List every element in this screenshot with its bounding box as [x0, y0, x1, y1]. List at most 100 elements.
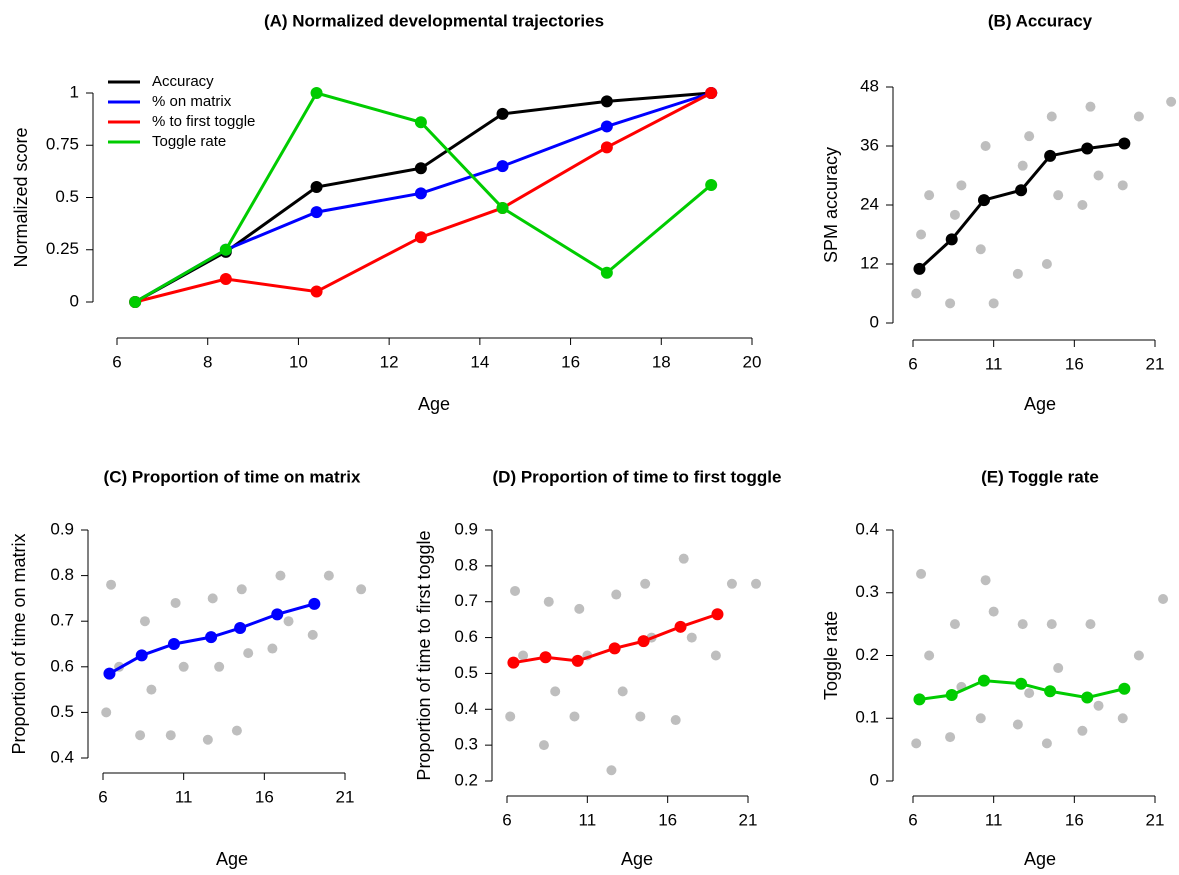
x-tick-label: 21	[1146, 810, 1165, 829]
y-tick-label: 1	[70, 82, 79, 101]
raw-point	[678, 553, 689, 564]
y-tick-label: 0.8	[454, 555, 478, 574]
series-point	[711, 608, 724, 621]
x-tick-label: 6	[112, 352, 121, 371]
raw-point	[569, 711, 580, 722]
series-point	[308, 597, 321, 610]
raw-point	[980, 575, 991, 586]
raw-point	[518, 650, 529, 661]
series-point	[600, 95, 613, 108]
series-point	[310, 206, 323, 219]
series-point	[913, 262, 926, 275]
series-point	[234, 622, 247, 635]
raw-point	[980, 141, 991, 151]
raw-point	[202, 734, 213, 745]
series-point	[705, 87, 718, 99]
raw-point	[1053, 190, 1064, 201]
y-tick-label: 0.7	[50, 611, 74, 630]
series-point	[608, 642, 621, 655]
y-tick-label: 0.3	[454, 735, 478, 754]
y-tick-label: 36	[860, 135, 879, 154]
raw-point	[323, 570, 334, 581]
series-point	[219, 273, 232, 286]
series-point	[1015, 677, 1028, 690]
x-tick-label: 14	[470, 352, 489, 371]
y-axis-title: Normalized score	[11, 127, 31, 267]
x-tick-label: 16	[255, 787, 274, 806]
raw-point	[916, 568, 927, 579]
y-tick-label: 0.1	[855, 708, 879, 727]
raw-point	[924, 190, 935, 201]
raw-point	[307, 629, 318, 640]
series-point	[913, 693, 926, 706]
raw-point	[510, 585, 521, 596]
y-tick-label: 48	[860, 76, 879, 95]
x-tick-label: 21	[739, 810, 758, 829]
x-tick-label: 16	[1065, 810, 1084, 829]
series-point	[103, 667, 116, 680]
x-axis-title: Age	[418, 394, 450, 414]
raw-point	[170, 597, 181, 608]
raw-point	[1017, 619, 1028, 630]
series-point	[600, 120, 613, 133]
panel-title: (E) Toggle rate	[981, 467, 1099, 486]
series-point	[1118, 682, 1131, 695]
x-tick-label: 11	[985, 810, 1003, 829]
y-tick-label: 0	[870, 770, 879, 789]
series-point	[414, 162, 427, 175]
raw-point	[916, 229, 927, 240]
legend-label: Accuracy	[152, 73, 214, 90]
x-tick-label: 16	[658, 810, 677, 829]
series-point	[310, 285, 323, 298]
series-point	[1081, 691, 1094, 704]
x-tick-label: 6	[98, 787, 107, 806]
raw-point	[1041, 738, 1052, 749]
y-tick-label: 0.6	[50, 656, 74, 675]
x-axis-title: Age	[1024, 394, 1056, 414]
series-point	[1118, 137, 1131, 150]
y-axis-title: Proportion of time on matrix	[9, 533, 29, 754]
x-tick-label: 18	[652, 352, 671, 371]
y-tick-label: 12	[860, 253, 879, 272]
raw-point	[1046, 111, 1057, 122]
raw-point	[988, 298, 999, 309]
raw-point	[1133, 650, 1144, 661]
series-point	[1081, 142, 1094, 155]
raw-point	[945, 732, 956, 743]
y-tick-label: 0.25	[46, 239, 79, 258]
raw-point	[975, 713, 986, 724]
raw-point	[505, 711, 516, 722]
series-point	[1044, 685, 1057, 698]
raw-point	[178, 661, 189, 672]
raw-point	[635, 711, 646, 722]
series-point	[637, 635, 650, 648]
y-axis-title: Toggle rate	[821, 611, 841, 700]
raw-point	[911, 738, 922, 749]
y-tick-label: 0.75	[46, 135, 79, 154]
y-tick-label: 0.3	[855, 582, 879, 601]
y-tick-label: 0.9	[50, 519, 74, 538]
series-point	[507, 656, 520, 669]
series-point	[1044, 149, 1057, 162]
raw-point	[356, 584, 367, 595]
raw-point	[611, 589, 622, 600]
raw-point	[949, 619, 960, 630]
x-tick-label: 11	[985, 354, 1003, 373]
series-point	[977, 674, 990, 687]
y-tick-label: 0	[70, 291, 79, 310]
series-point	[1015, 184, 1028, 197]
series-point	[135, 649, 148, 662]
x-tick-label: 16	[1065, 354, 1084, 373]
y-tick-label: 0.2	[454, 770, 478, 789]
raw-point	[911, 288, 922, 299]
raw-point	[243, 648, 254, 659]
raw-point	[1166, 96, 1177, 107]
x-tick-label: 12	[380, 352, 399, 371]
raw-point	[945, 298, 956, 309]
x-tick-label: 20	[743, 352, 762, 371]
x-tick-label: 21	[1146, 354, 1165, 373]
y-tick-label: 0.4	[50, 747, 74, 766]
x-tick-label: 11	[579, 810, 597, 829]
raw-point	[231, 725, 242, 736]
y-axis-title: Proportion of time to first toggle	[414, 530, 434, 780]
